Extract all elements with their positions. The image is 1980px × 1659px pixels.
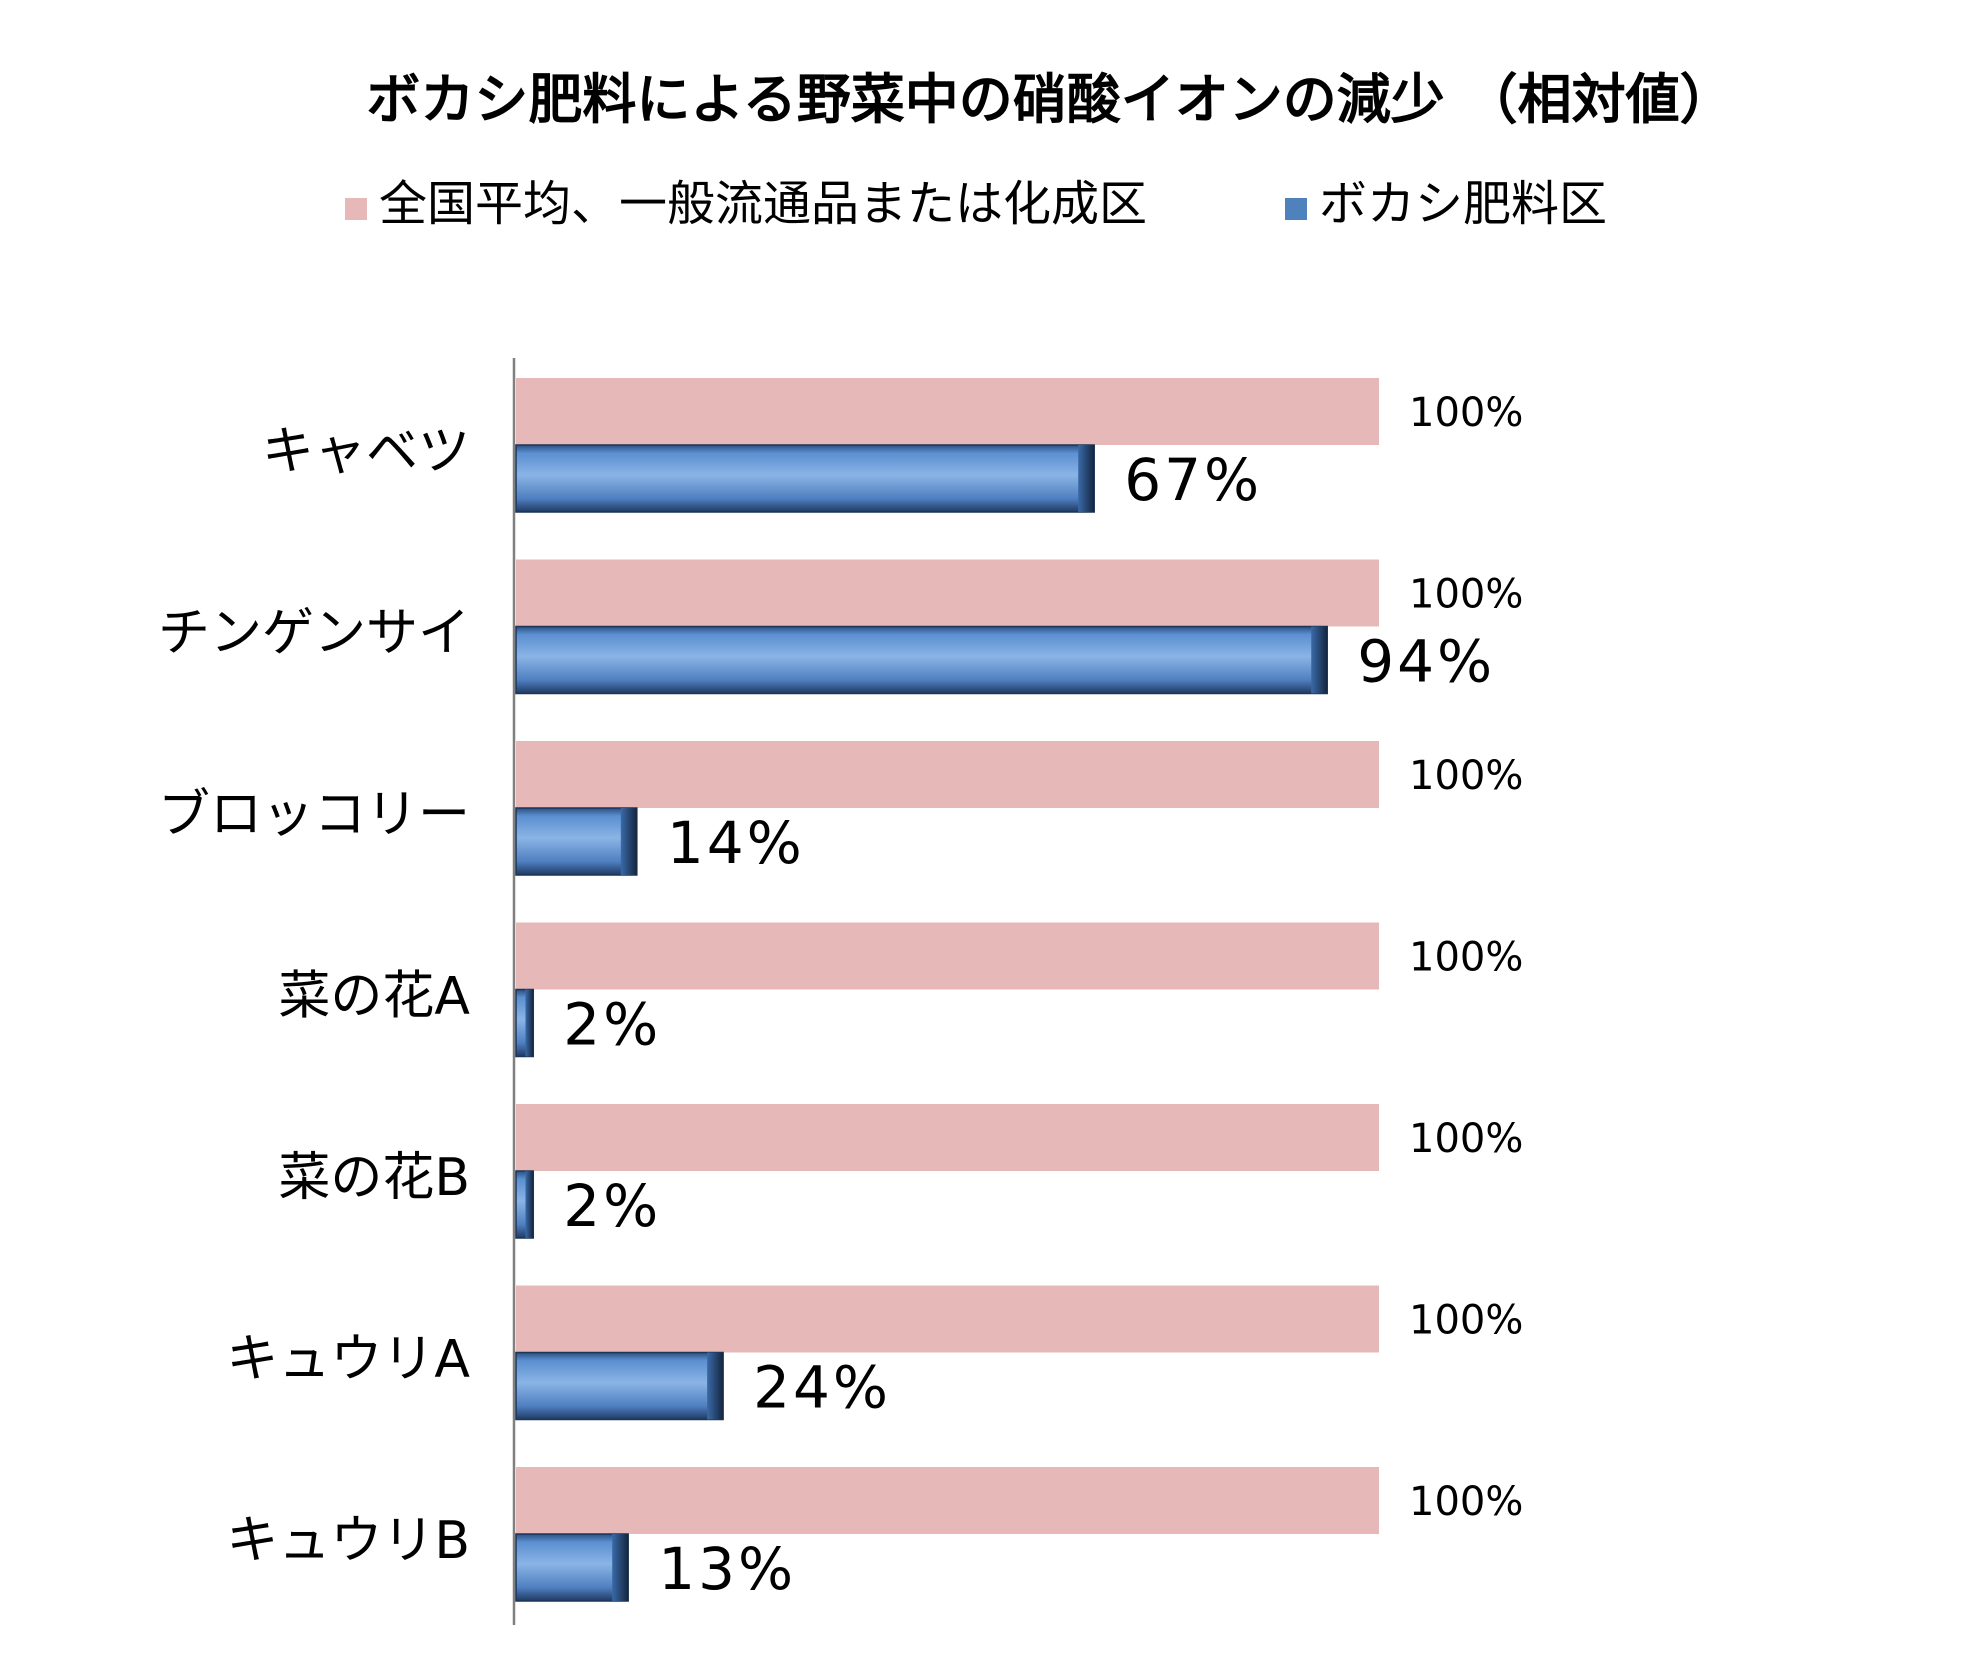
- bar-reference-7: [516, 1467, 1379, 1534]
- legend: 全国平均、一般流通品または化成区 ボカシ肥料区: [345, 176, 1607, 232]
- legend-item-bokashi-label: ボカシ肥料区: [1319, 176, 1607, 232]
- bar-reference-5: [516, 1104, 1379, 1171]
- legend-item-bokashi-swatch: [1285, 198, 1307, 220]
- bar-bokashi-6: [515, 1351, 724, 1421]
- value-label-bokashi-3: 14%: [667, 809, 805, 877]
- value-label-bokashi-6: 24%: [753, 1354, 891, 1422]
- value-label-bokashi-1: 67%: [1124, 446, 1262, 514]
- value-label-bokashi-2: 94%: [1357, 628, 1495, 696]
- value-label-reference-2: 100%: [1409, 572, 1523, 618]
- bar-bokashi-3: [515, 807, 638, 876]
- bar-bokashi-5: [515, 1170, 535, 1239]
- value-label-reference-7: 100%: [1409, 1479, 1523, 1525]
- bar-reference-4: [516, 922, 1379, 990]
- legend-item-reference: 全国平均、一般流通品または化成区: [345, 176, 1147, 232]
- value-label-bokashi-4: 2%: [563, 991, 661, 1059]
- chart-title: ボカシ肥料による野菜中の硝酸イオンの減少 （相対値）: [366, 68, 1733, 131]
- category-label-7: キュウリB: [226, 1511, 470, 1571]
- legend-item-reference-swatch: [345, 198, 367, 220]
- category-label-3: ブロッコリー: [158, 785, 470, 845]
- value-label-reference-5: 100%: [1409, 1116, 1523, 1162]
- bar-reference-3: [516, 741, 1379, 808]
- bar-reference-2: [516, 559, 1379, 627]
- legend-item-reference-label: 全国平均、一般流通品または化成区: [379, 176, 1147, 232]
- bar-reference-1: [516, 378, 1379, 445]
- category-label-2: チンゲンサイ: [158, 604, 470, 664]
- value-label-bokashi-7: 13%: [658, 1535, 796, 1603]
- value-label-reference-4: 100%: [1409, 935, 1523, 981]
- value-label-reference-3: 100%: [1409, 753, 1523, 799]
- value-labels: 100% 67% 100% 94% 100% 14% 100% 2% 100% 2% 100% 24%…: [563, 390, 1523, 1603]
- category-label-5: 菜の花B: [278, 1148, 470, 1208]
- bar-bokashi-7: [515, 1533, 629, 1602]
- value-label-reference-1: 100%: [1409, 390, 1523, 436]
- value-label-bokashi-5: 2%: [563, 1172, 661, 1240]
- value-label-reference-6: 100%: [1409, 1298, 1523, 1344]
- legend-item-bokashi: ボカシ肥料区: [1285, 176, 1607, 232]
- bars: [515, 378, 1379, 1602]
- bar-reference-6: [516, 1285, 1379, 1353]
- category-label-1: キャベツ: [262, 422, 470, 482]
- bar-bokashi-4: [515, 988, 535, 1058]
- bar-bokashi-1: [515, 444, 1095, 513]
- category-label-6: キュウリA: [226, 1330, 470, 1390]
- bar-bokashi-2: [515, 625, 1328, 695]
- category-label-4: 菜の花A: [278, 967, 470, 1027]
